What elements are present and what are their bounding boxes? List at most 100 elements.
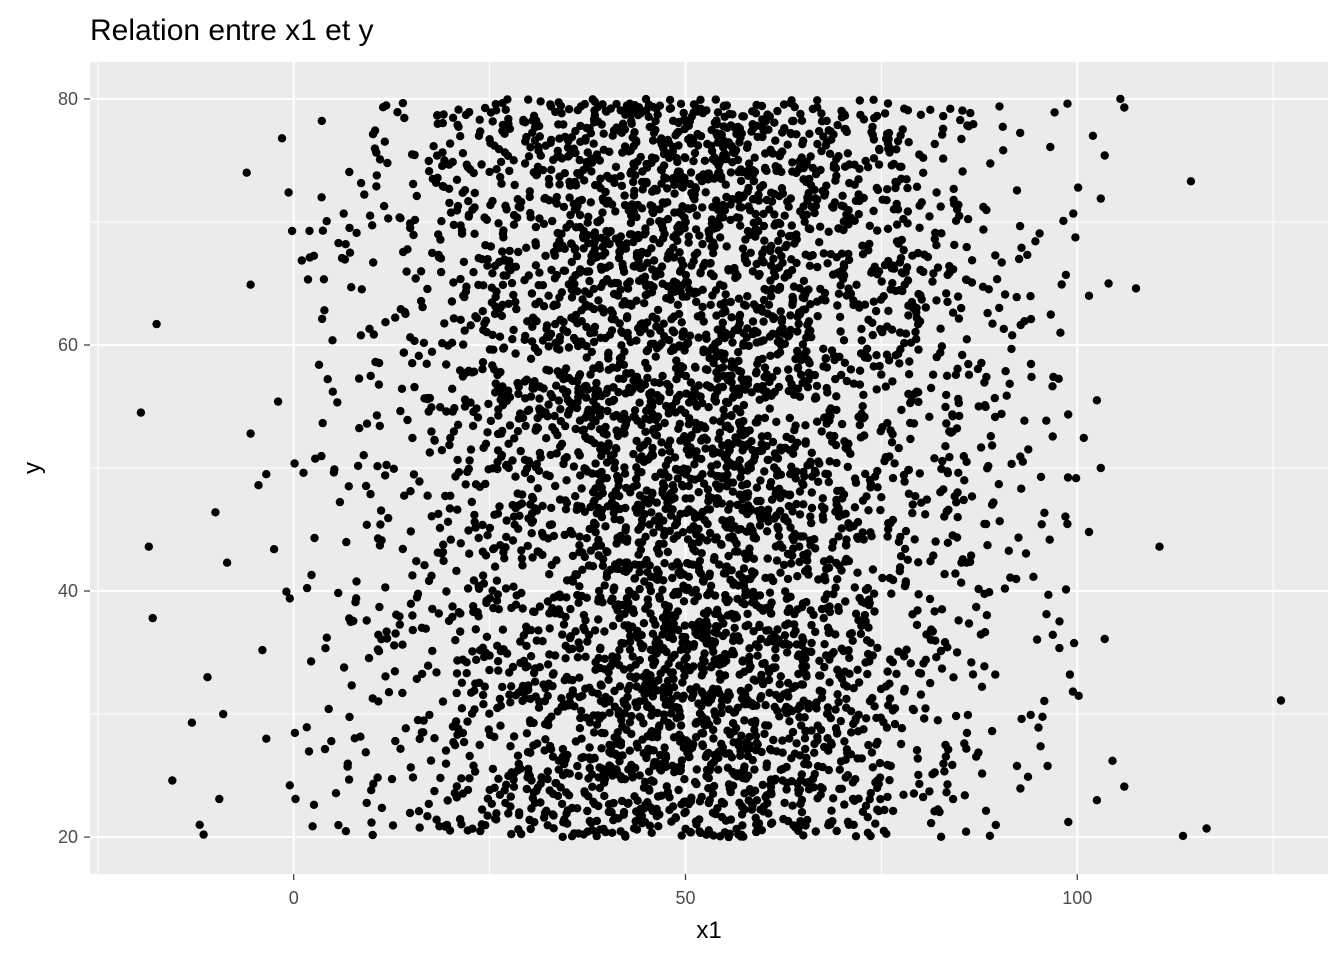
- data-point: [710, 688, 719, 697]
- data-point: [492, 576, 502, 585]
- data-point: [569, 144, 579, 153]
- data-point: [831, 176, 840, 185]
- data-point: [608, 491, 617, 500]
- data-point: [752, 483, 762, 492]
- data-point: [539, 219, 549, 229]
- data-point: [544, 342, 553, 351]
- data-point: [495, 502, 504, 511]
- data-point: [373, 462, 382, 471]
- data-point: [874, 267, 884, 276]
- data-point: [771, 645, 780, 654]
- data-point: [1048, 630, 1058, 639]
- data-point: [481, 316, 491, 325]
- data-point: [915, 201, 924, 210]
- data-point: [621, 699, 630, 709]
- data-point: [546, 450, 555, 460]
- data-point: [822, 564, 831, 574]
- data-point: [395, 612, 404, 621]
- data-point: [485, 709, 494, 718]
- data-point: [374, 630, 383, 639]
- data-point: [1023, 772, 1033, 781]
- data-point: [926, 678, 935, 688]
- data-point: [744, 202, 753, 211]
- data-point: [869, 362, 878, 371]
- data-point: [520, 377, 529, 386]
- data-point: [496, 721, 505, 730]
- data-point: [677, 256, 686, 265]
- data-point: [885, 694, 895, 703]
- data-point: [863, 649, 873, 659]
- data-point: [697, 702, 706, 711]
- data-point: [439, 110, 448, 119]
- data-point: [648, 733, 657, 742]
- data-point: [617, 327, 626, 336]
- data-point: [745, 644, 754, 653]
- data-point: [558, 630, 567, 639]
- data-point: [784, 365, 793, 374]
- data-point: [860, 610, 870, 620]
- data-point: [347, 283, 356, 292]
- data-point: [713, 374, 722, 383]
- data-point: [408, 359, 417, 368]
- data-point: [698, 576, 708, 585]
- data-point: [807, 726, 816, 735]
- data-point: [772, 466, 782, 475]
- data-point: [837, 524, 846, 533]
- data-point: [671, 813, 680, 822]
- data-point: [573, 201, 582, 210]
- data-point: [699, 262, 708, 271]
- data-point: [692, 402, 702, 411]
- data-point: [548, 810, 557, 819]
- data-point: [679, 597, 689, 606]
- data-point: [717, 174, 726, 184]
- data-point: [627, 101, 637, 111]
- data-point: [957, 558, 966, 567]
- data-point: [856, 629, 866, 639]
- data-point: [904, 465, 914, 475]
- data-point: [458, 789, 468, 798]
- data-point: [661, 753, 671, 762]
- data-point: [302, 723, 311, 732]
- data-point: [707, 344, 717, 354]
- data-point: [538, 637, 547, 646]
- data-point: [590, 237, 599, 246]
- data-point: [782, 240, 791, 250]
- data-point: [483, 811, 492, 820]
- data-point: [938, 456, 947, 466]
- data-point: [851, 714, 860, 723]
- data-point: [833, 690, 842, 699]
- data-point: [713, 108, 723, 117]
- data-point: [538, 501, 547, 511]
- data-point: [794, 669, 803, 679]
- data-point: [681, 632, 690, 642]
- data-point: [707, 141, 716, 151]
- data-point: [611, 443, 620, 453]
- data-point: [894, 647, 903, 656]
- data-point: [865, 221, 874, 230]
- data-point: [549, 824, 558, 833]
- data-point: [505, 690, 514, 699]
- data-point: [670, 521, 680, 530]
- data-point: [590, 626, 600, 635]
- data-point: [631, 817, 640, 826]
- data-point: [557, 109, 566, 118]
- data-point: [925, 212, 934, 221]
- data-point: [534, 281, 543, 290]
- data-point: [479, 647, 488, 656]
- data-point: [501, 798, 510, 808]
- data-point: [654, 675, 663, 685]
- data-point: [836, 486, 846, 495]
- data-point: [854, 678, 864, 687]
- data-point: [739, 564, 749, 573]
- data-point: [362, 419, 372, 428]
- data-point: [573, 653, 583, 662]
- data-point: [513, 751, 523, 760]
- data-point: [840, 800, 849, 809]
- data-point: [469, 576, 479, 585]
- data-point: [796, 799, 805, 809]
- data-point: [952, 533, 962, 542]
- data-point: [732, 769, 741, 778]
- data-point: [751, 813, 760, 823]
- data-point: [406, 527, 415, 536]
- data-point: [797, 721, 806, 730]
